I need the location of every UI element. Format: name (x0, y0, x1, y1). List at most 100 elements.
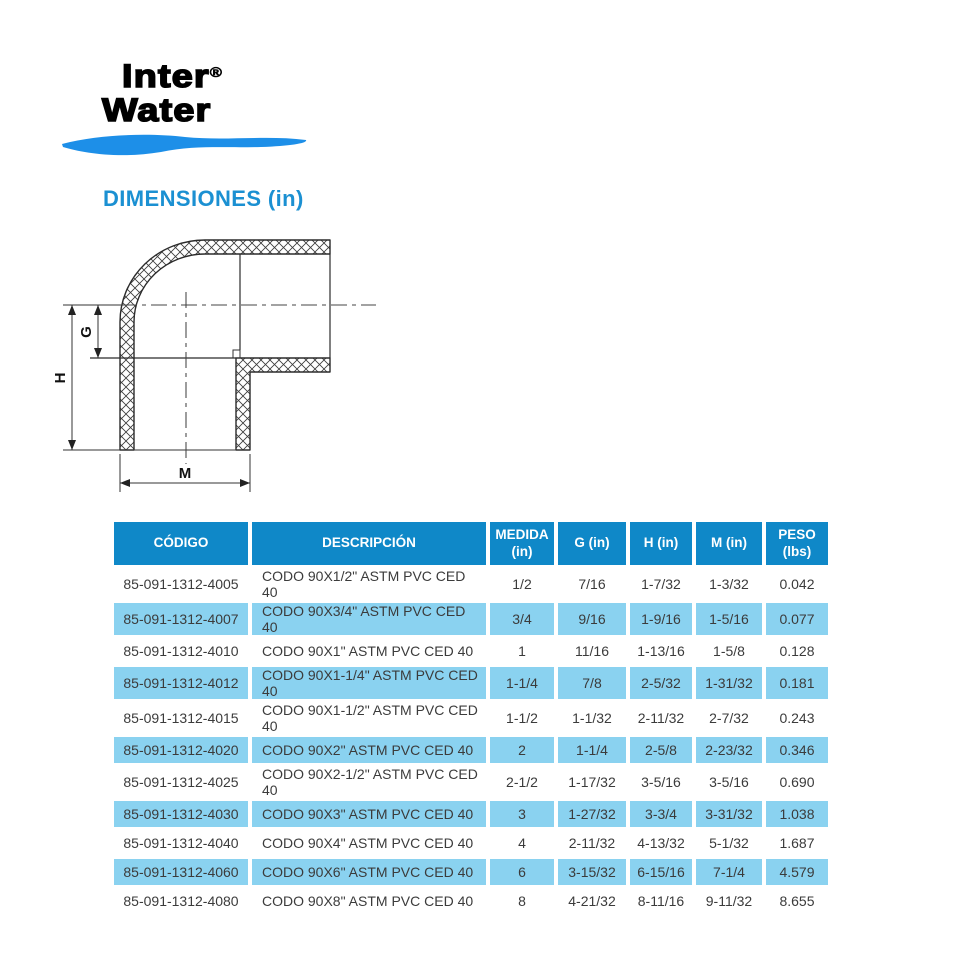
table-row: 85-091-1312-4015 CODO 90X1-1/2" ASTM PVC … (114, 702, 828, 734)
cell-g: 4-21/32 (558, 888, 626, 914)
cell-medida: 3 (490, 801, 554, 827)
cell-medida: 2 (490, 737, 554, 763)
cell-h: 1-9/16 (630, 603, 692, 635)
cell-g: 3-15/32 (558, 859, 626, 885)
cell-medida: 3/4 (490, 603, 554, 635)
cell-descripcion: CODO 90X8" ASTM PVC CED 40 (252, 888, 486, 914)
arrow-g-top (94, 305, 102, 315)
table-header: CÓDIGO DESCRIPCIÓN MEDIDA (in) G (in) H … (114, 522, 828, 565)
cell-medida: 4 (490, 830, 554, 856)
arrow-h-top (68, 305, 76, 315)
header-row: CÓDIGO DESCRIPCIÓN MEDIDA (in) G (in) H … (114, 522, 828, 565)
table-row: 85-091-1312-4080 CODO 90X8" ASTM PVC CED … (114, 888, 828, 914)
cell-descripcion: CODO 90X3" ASTM PVC CED 40 (252, 801, 486, 827)
cell-peso: 1.038 (766, 801, 828, 827)
cell-codigo: 85-091-1312-4030 (114, 801, 248, 827)
col-header-h: H (in) (630, 522, 692, 565)
cell-medida: 1-1/2 (490, 702, 554, 734)
brand-name-inter: Inter (121, 58, 210, 94)
swoosh-shape (62, 134, 307, 156)
cell-peso: 0.346 (766, 737, 828, 763)
cell-m: 2-7/32 (696, 702, 762, 734)
cell-descripcion: CODO 90X3/4" ASTM PVC CED 40 (252, 603, 486, 635)
cell-m: 5-1/32 (696, 830, 762, 856)
cell-h: 6-15/16 (630, 859, 692, 885)
section-title: DIMENSIONES (in) (103, 186, 304, 211)
cell-medida: 1/2 (490, 568, 554, 600)
cell-g: 2-11/32 (558, 830, 626, 856)
cell-g: 1-17/32 (558, 766, 626, 798)
cell-peso: 0.077 (766, 603, 828, 635)
col-header-peso: PESO (lbs) (766, 522, 828, 565)
corner-notch (232, 349, 241, 359)
cell-m: 1-5/16 (696, 603, 762, 635)
dimensions-table: CÓDIGO DESCRIPCIÓN MEDIDA (in) G (in) H … (110, 519, 832, 917)
cell-m: 1-31/32 (696, 667, 762, 699)
cell-codigo: 85-091-1312-4012 (114, 667, 248, 699)
cell-codigo: 85-091-1312-4080 (114, 888, 248, 914)
cell-descripcion: CODO 90X1" ASTM PVC CED 40 (252, 638, 486, 664)
table-row: 85-091-1312-4005 CODO 90X1/2" ASTM PVC CE… (114, 568, 828, 600)
col-header-medida: MEDIDA (in) (490, 522, 554, 565)
cell-codigo: 85-091-1312-4010 (114, 638, 248, 664)
cell-h: 1-13/16 (630, 638, 692, 664)
brand-swoosh-graphic (62, 134, 307, 156)
cell-descripcion: CODO 90X2" ASTM PVC CED 40 (252, 737, 486, 763)
technical-drawing: G H M (52, 239, 376, 492)
cell-m: 3-5/16 (696, 766, 762, 798)
cell-medida: 6 (490, 859, 554, 885)
cell-h: 3-5/16 (630, 766, 692, 798)
cell-codigo: 85-091-1312-4060 (114, 859, 248, 885)
cell-h: 2-5/8 (630, 737, 692, 763)
elbow-upper-wall (119, 239, 331, 451)
brand-name-water: Water (101, 92, 212, 128)
col-header-descripcion: DESCRIPCIÓN (252, 522, 486, 565)
table-row: 85-091-1312-4007 CODO 90X3/4" ASTM PVC CE… (114, 603, 828, 635)
cell-m: 7-1/4 (696, 859, 762, 885)
col-header-g: G (in) (558, 522, 626, 565)
elbow-lower-wall (235, 357, 331, 451)
cell-m: 1-3/32 (696, 568, 762, 600)
cell-h: 1-7/32 (630, 568, 692, 600)
cell-peso: 8.655 (766, 888, 828, 914)
arrow-m-left (120, 479, 130, 487)
table-row: 85-091-1312-4040 CODO 90X4" ASTM PVC CED … (114, 830, 828, 856)
cell-peso: 0.128 (766, 638, 828, 664)
cell-g: 11/16 (558, 638, 626, 664)
dimension-label-g: G (78, 326, 95, 338)
cell-peso: 0.243 (766, 702, 828, 734)
arrow-g-bottom (94, 348, 102, 358)
cell-descripcion: CODO 90X6" ASTM PVC CED 40 (252, 859, 486, 885)
dimension-label-m: M (179, 465, 192, 482)
cell-peso: 4.579 (766, 859, 828, 885)
table-row: 85-091-1312-4030 CODO 90X3" ASTM PVC CED … (114, 801, 828, 827)
cell-h: 4-13/32 (630, 830, 692, 856)
cell-descripcion: CODO 90X1-1/4" ASTM PVC CED 40 (252, 667, 486, 699)
cell-peso: 0.690 (766, 766, 828, 798)
table-body: 85-091-1312-4005 CODO 90X1/2" ASTM PVC CE… (114, 568, 828, 914)
cell-peso: 0.181 (766, 667, 828, 699)
cell-g: 7/8 (558, 667, 626, 699)
cell-medida: 1-1/4 (490, 667, 554, 699)
cell-descripcion: CODO 90X2-1/2" ASTM PVC CED 40 (252, 766, 486, 798)
cell-m: 3-31/32 (696, 801, 762, 827)
cell-codigo: 85-091-1312-4025 (114, 766, 248, 798)
table-row: 85-091-1312-4010 CODO 90X1" ASTM PVC CED … (114, 638, 828, 664)
registered-trademark-symbol: ® (209, 64, 222, 81)
col-header-m: M (in) (696, 522, 762, 565)
cell-peso: 1.687 (766, 830, 828, 856)
cell-codigo: 85-091-1312-4007 (114, 603, 248, 635)
table-row: 85-091-1312-4060 CODO 90X6" ASTM PVC CED … (114, 859, 828, 885)
cell-g: 1-1/4 (558, 737, 626, 763)
cell-m: 2-23/32 (696, 737, 762, 763)
cell-descripcion: CODO 90X1/2" ASTM PVC CED 40 (252, 568, 486, 600)
cell-h: 2-11/32 (630, 702, 692, 734)
cell-descripcion: CODO 90X4" ASTM PVC CED 40 (252, 830, 486, 856)
cell-peso: 0.042 (766, 568, 828, 600)
cell-codigo: 85-091-1312-4015 (114, 702, 248, 734)
cell-m: 9-11/32 (696, 888, 762, 914)
cell-descripcion: CODO 90X1-1/2" ASTM PVC CED 40 (252, 702, 486, 734)
arrow-h-bottom (68, 440, 76, 450)
arrow-m-right (240, 479, 250, 487)
table-row: 85-091-1312-4025 CODO 90X2-1/2" ASTM PVC … (114, 766, 828, 798)
